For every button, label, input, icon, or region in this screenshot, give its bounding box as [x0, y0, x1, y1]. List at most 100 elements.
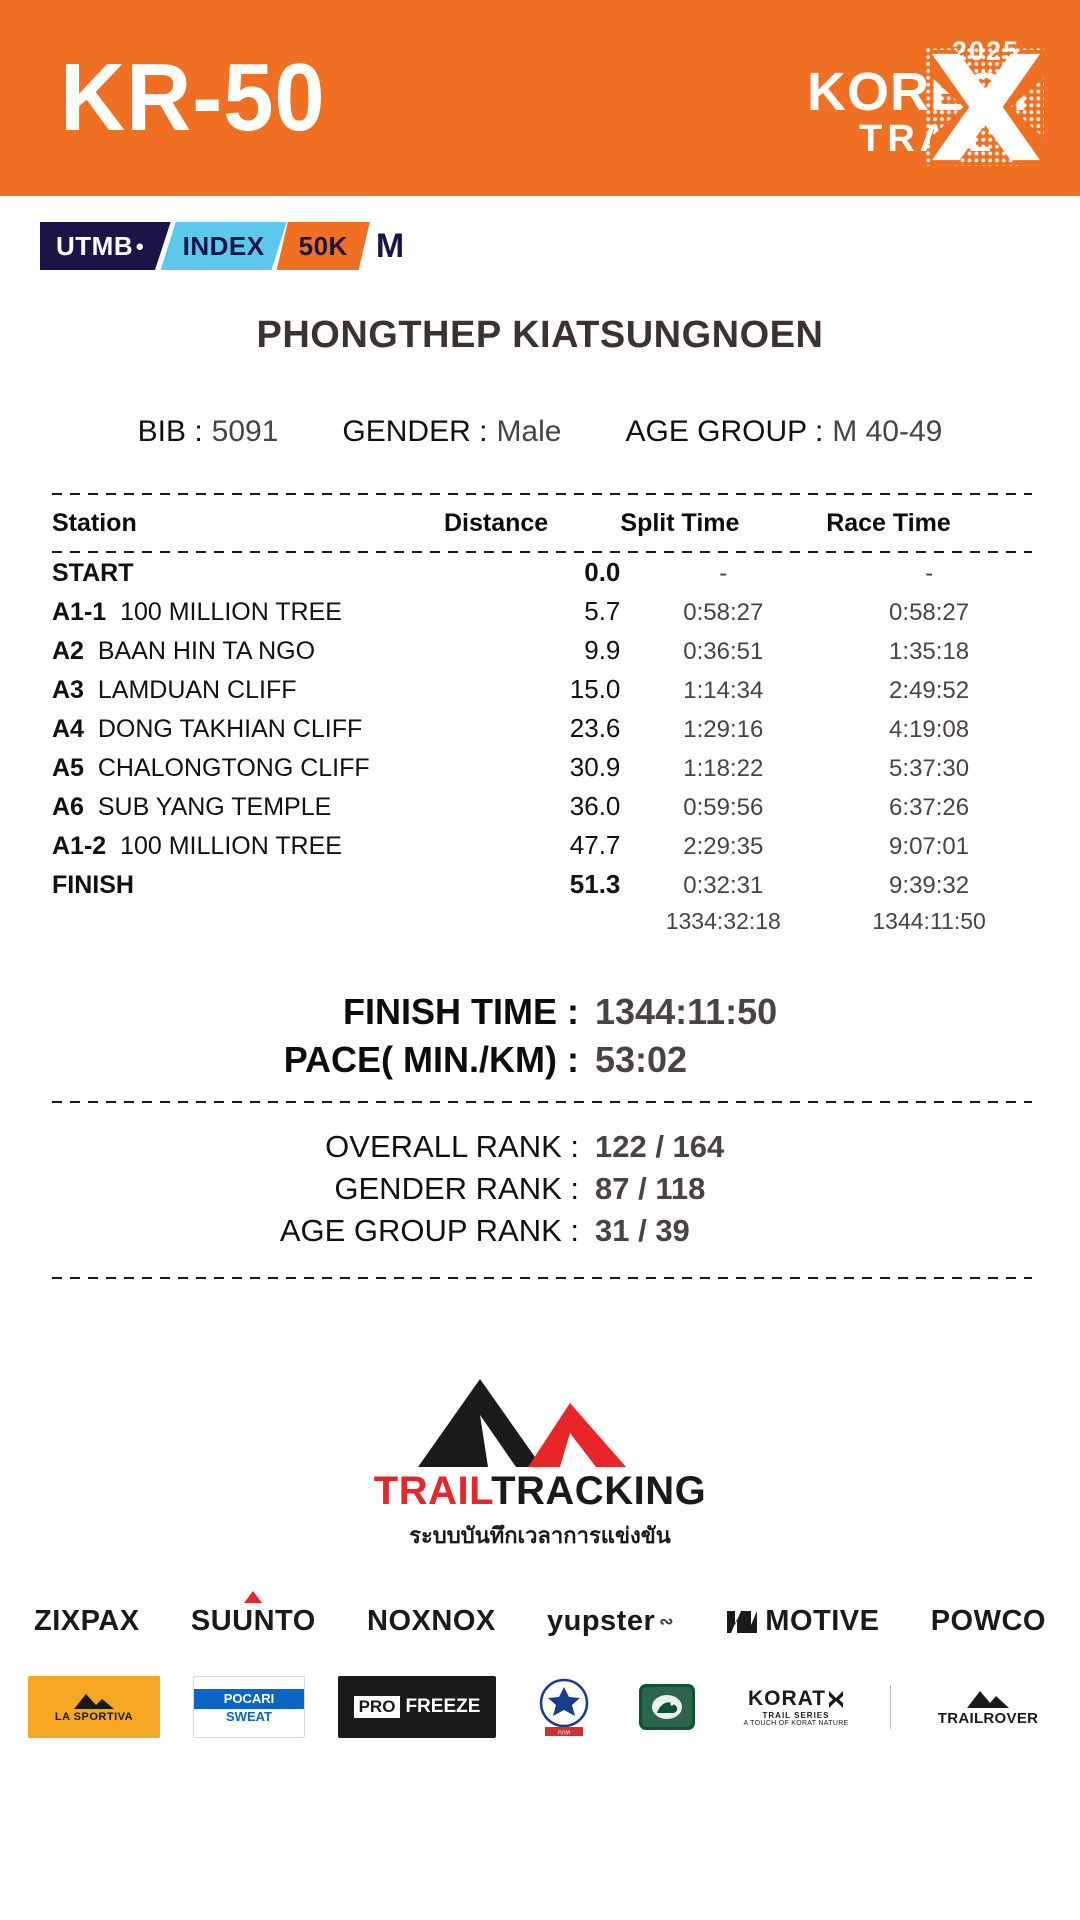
age-group-rank-label: AGE GROUP RANK :	[279, 1213, 579, 1248]
cell-race-time: 6:37:26	[889, 794, 970, 821]
suunto-triangle-icon	[244, 1591, 263, 1603]
sponsor-la-sportiva-label: LA SPORTIVA	[54, 1711, 134, 1723]
yupster-swoosh-icon: ∾	[659, 1611, 675, 1631]
motive-mark-icon	[727, 1610, 758, 1633]
cell-race-time: 9:39:32	[889, 872, 970, 899]
runner-meta-row: BIB : 5091 GENDER : Male AGE GROUP : M 4…	[0, 415, 1080, 449]
summary-section: FINISH TIME : 1344:11:50 PACE( MIN./KM) …	[52, 991, 1032, 1279]
cell-split-time: 0:58:27	[683, 599, 764, 626]
station-code: A6	[52, 793, 84, 821]
cell-split-time: 0:59:56	[683, 794, 764, 821]
mountain-peaks-icon	[418, 1379, 626, 1467]
sponsor-motive: MOTIVE	[725, 1605, 879, 1638]
cell-station: A6 SUB YANG TEMPLE	[52, 787, 444, 826]
bib-label: BIB :	[137, 415, 203, 448]
col-header-split-time: Split Time	[620, 509, 740, 537]
table-row: 1334:32:18 1344:11:50	[52, 904, 1032, 939]
station-code: A1-2	[52, 832, 107, 860]
bib-value: 5091	[211, 415, 279, 448]
gender-rank-line: GENDER RANK : 87 / 118	[52, 1171, 1032, 1207]
sponsor-trailrover: TRAILROVER	[924, 1676, 1052, 1738]
station-code: START	[52, 559, 134, 587]
brand-word-trail: TRAIL	[373, 1469, 492, 1513]
table-row: A5 CHALONGTONG CLIFF 30.9 1:18:22 5:37:30	[52, 748, 1032, 787]
station-name: 100 MILLION TREE	[106, 598, 342, 626]
sponsor-korat-trail-series: KORAT TRAIL SERIES A TOUCH OF KORAT NATU…	[735, 1676, 857, 1738]
utmb-index-badge: UTMB ● INDEX 50K M	[40, 222, 411, 270]
cell-station: FINISH	[52, 865, 444, 904]
sponsor-la-sportiva: LA SPORTIVA	[28, 1676, 160, 1738]
sponsor-government-seal-2	[632, 1676, 702, 1738]
cell-split-time: 1334:32:18	[665, 908, 781, 934]
cell-split-time: 1:18:22	[683, 755, 764, 782]
cell-split-time: 1:29:16	[683, 716, 764, 743]
finish-time-value: 1344:11:50	[595, 991, 778, 1032]
cell-distance: 47.7	[569, 830, 621, 860]
sponsor-korat-wordmark: KORAT	[748, 1687, 844, 1711]
sponsor-powco-label: POWCO	[930, 1605, 1046, 1637]
table-row: A6 SUB YANG TEMPLE 36.0 0:59:56 6:37:26	[52, 787, 1032, 826]
station-code: A2	[52, 637, 84, 665]
spacer	[52, 1087, 1032, 1101]
sponsor-pro-freeze: PRO FREEZE	[338, 1676, 496, 1738]
utmb-registered-icon: ●	[135, 237, 145, 255]
table-header-row: Station Distance Split Time Race Time	[52, 495, 1032, 551]
cell-distance: 9.9	[584, 635, 621, 665]
sponsor-row-secondary: LA SPORTIVA POCARI SWEAT PRO FREEZE กกท	[0, 1676, 1080, 1738]
station-name: 100 MILLION TREE	[106, 832, 342, 860]
col-header-station: Station	[52, 509, 137, 537]
utmb-brand-label: UTMB	[56, 230, 134, 261]
sponsor-zixpax: ZIXPAX	[34, 1605, 140, 1638]
splits-table-body: START 0.0 - - A1-1 100 MILLION TREE 5.7 0:58:2…	[52, 553, 1032, 939]
event-logo: 2025 KOREST TRAIL	[807, 38, 1044, 167]
sponsor-pocari-label: POCARI	[194, 1689, 304, 1710]
ranks-bottom-divider	[52, 1277, 1032, 1279]
table-row: A4 DONG TAKHIAN CLIFF 23.6 1:29:16 4:19:08	[52, 709, 1032, 748]
sponsor-row-primary: ZIXPAX SUUNTO NOXNOX yupster ∾ MOTIVE PO…	[0, 1591, 1080, 1638]
station-code: FINISH	[52, 871, 134, 899]
col-header-distance: Distance	[444, 509, 549, 537]
cell-race-time: 9:07:01	[889, 833, 970, 860]
cell-split-time: 1:14:34	[683, 677, 764, 704]
overall-rank-label: OVERALL RANK :	[325, 1129, 579, 1164]
korest-x-icon	[926, 48, 1044, 167]
station-name: CHALONGTONG CLIFF	[83, 754, 370, 782]
table-row: FINISH 51.3 0:32:31 9:39:32	[52, 865, 1032, 904]
cell-station: A3 LAMDUAN CLIFF	[52, 670, 444, 709]
age-group-rank-value: 31 / 39	[595, 1213, 690, 1248]
sponsor-yupster: yupster ∾	[547, 1605, 674, 1638]
utmb-index-segment: INDEX	[160, 222, 287, 270]
table-row: A1-2 100 MILLION TREE 47.7 2:29:35 9:07:01	[52, 826, 1032, 865]
sponsor-sweat-label: SWEAT	[226, 1709, 272, 1725]
station-name: DONG TAKHIAN CLIFF	[83, 715, 363, 743]
race-code-title: KR-50	[60, 44, 326, 151]
splits-table: Station Distance Split Time Race Time	[52, 495, 1032, 551]
cell-split-time: 0:36:51	[683, 638, 764, 665]
sponsor-freeze-label: FREEZE	[405, 1696, 481, 1717]
cell-distance: 15.0	[569, 674, 621, 704]
cell-station: A4 DONG TAKHIAN CLIFF	[52, 709, 444, 748]
thai-tagline: ระบบบันทึกเวลาการแข่งขัน	[409, 1523, 671, 1548]
cell-station	[52, 904, 444, 939]
sponsor-korat-tagline: A TOUCH OF KORAT NATURE	[743, 1720, 849, 1727]
cell-split-time: -	[719, 560, 728, 587]
trailtracking-branding: TRAILTRACKING ระบบบันทึกเวลาการแข่งขัน	[0, 1375, 1080, 1553]
table-row: START 0.0 - -	[52, 553, 1032, 592]
gender-field: GENDER : Male	[342, 415, 561, 449]
gender-rank-label: GENDER RANK :	[334, 1171, 579, 1206]
table-row: A2 BAAN HIN TA NGO 9.9 0:36:51 1:35:18	[52, 631, 1032, 670]
pace-value: 53:02	[595, 1039, 688, 1080]
sponsor-suunto: SUUNTO	[191, 1591, 316, 1638]
cell-race-time: 2:49:52	[889, 677, 970, 704]
station-name: BAAN HIN TA NGO	[83, 637, 316, 665]
trailtracking-wordmark: TRAILTRACKING	[0, 1469, 1080, 1514]
cell-distance	[444, 904, 620, 939]
pace-label: PACE( MIN./KM) :	[283, 1039, 579, 1080]
pace-line: PACE( MIN./KM) : 53:02	[52, 1039, 1032, 1081]
cell-distance: 51.3	[569, 869, 621, 899]
bib-field: BIB : 5091	[138, 415, 279, 449]
station-code: A3	[52, 676, 84, 704]
table-header-divider	[52, 551, 1032, 553]
finish-time-label: FINISH TIME :	[343, 991, 579, 1032]
sponsor-pocari-sweat: POCARI SWEAT	[193, 1676, 305, 1738]
